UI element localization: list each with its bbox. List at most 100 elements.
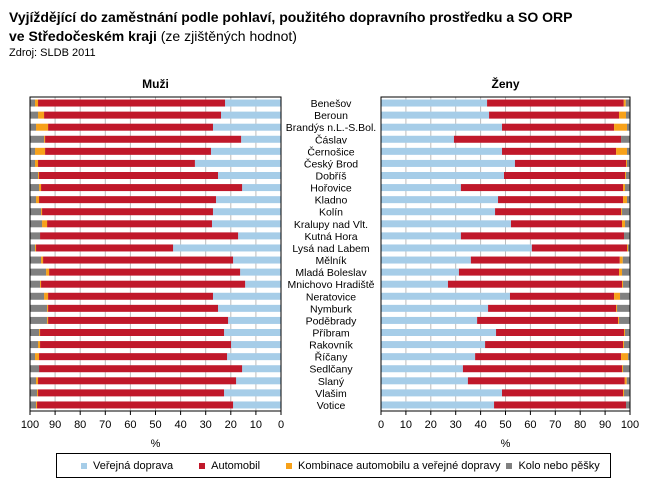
bar-segment [622, 280, 624, 288]
category-label: Černošice [307, 145, 354, 158]
bar-segment [625, 99, 630, 107]
bar-segment [39, 196, 216, 204]
bar-segment [381, 401, 495, 409]
bar-segment [240, 268, 281, 276]
category-label: Vlašim [315, 388, 347, 400]
x-tick-label: 30 [450, 419, 462, 431]
bar-segment [624, 389, 630, 397]
bar-segment [627, 147, 630, 155]
x-axis-label: % [151, 438, 161, 450]
bar-segment [30, 365, 40, 373]
bar-segment [228, 316, 281, 324]
bar-segment [622, 256, 630, 264]
bar-segment [30, 196, 37, 204]
bar-segment [35, 159, 39, 167]
bar-segment [30, 220, 43, 228]
bar-segment [624, 232, 630, 240]
bar-segment [625, 184, 630, 192]
bar-segment [381, 329, 497, 336]
bar-segment [45, 147, 211, 155]
bar-segment [48, 123, 213, 131]
legend-item-car: Automobil [199, 460, 260, 472]
bar-segment [381, 172, 505, 179]
x-tick-label: 20 [225, 419, 237, 431]
bar-segment [381, 196, 499, 204]
bar-segment [614, 123, 628, 131]
bar-segment [38, 99, 226, 107]
category-label: Beroun [314, 110, 348, 122]
bar-segment [245, 280, 281, 288]
bar-segment [628, 244, 630, 252]
legend-item-bike-walk: Kolo nebo pěšky [506, 460, 600, 472]
bar-segment [621, 353, 629, 361]
bar-segment [41, 280, 246, 288]
bar-segment [623, 280, 630, 288]
bar-segment [489, 111, 620, 119]
bar-segment [39, 172, 218, 179]
category-label: Mělník [316, 255, 348, 267]
bar-segment [217, 172, 281, 179]
x-tick-label: 50 [149, 419, 161, 431]
bar-segment [40, 329, 225, 336]
bar-segment [227, 353, 281, 361]
bar-segment [462, 365, 623, 373]
bar-segment [233, 401, 281, 409]
bar-segment [618, 316, 620, 324]
bar-segment [460, 232, 625, 240]
bar-segment [30, 123, 37, 131]
category-label: Votice [317, 400, 346, 412]
bar-segment [381, 389, 503, 397]
bar-segment [488, 304, 617, 312]
bar-segment [531, 244, 628, 252]
bar-segment [30, 401, 37, 409]
bar-segment [241, 135, 281, 143]
legend: Veřejná doprava Automobil Kombinace auto… [56, 453, 611, 478]
bar-segment [381, 99, 488, 107]
bar-segment [622, 268, 630, 276]
bar-segment [30, 184, 40, 192]
bar-segment [467, 377, 625, 385]
title-line-1: Vyjíždějící do zaměstnání podle pohlaví,… [9, 9, 573, 25]
bar-segment [38, 341, 41, 349]
category-label: Lysá nad Labem [292, 243, 370, 255]
bar-segment [626, 401, 630, 409]
bar-segment [627, 244, 629, 252]
x-tick-label: 70 [99, 419, 111, 431]
category-label: Říčany [315, 351, 348, 364]
bar-segment [210, 147, 281, 155]
category-label: Čáslav [315, 133, 348, 146]
bar-segment [617, 304, 630, 312]
bar-segment [221, 111, 281, 119]
bar-segment [40, 280, 42, 288]
bar-segment [498, 196, 624, 204]
bar-segment [44, 292, 49, 300]
bar-segment [381, 184, 461, 192]
bar-segment [623, 196, 628, 204]
bar-segment [381, 220, 511, 228]
legend-swatch-combination [286, 462, 293, 469]
bar-segment [381, 292, 510, 300]
bar-segment [30, 159, 36, 167]
chart-title: Vyjíždějící do zaměstnání podle pohlaví,… [9, 8, 572, 46]
category-label: Kolín [319, 207, 343, 219]
bar-segment [621, 208, 623, 216]
bar-segment [625, 172, 627, 179]
legend-swatch-bike-walk [506, 462, 513, 469]
bar-segment [48, 304, 218, 312]
bar-segment [36, 401, 38, 409]
bar-segment [43, 256, 234, 264]
bar-segment [233, 256, 281, 264]
x-tick-label: 100 [21, 419, 39, 431]
bar-segment [30, 316, 48, 324]
x-tick-label: 50 [499, 419, 511, 431]
category-label: Kladno [315, 195, 348, 207]
category-label: Sedlčany [309, 364, 353, 376]
title-line-2-light: (ze zjištěných hodnot) [156, 28, 297, 44]
bar-segment [621, 135, 630, 143]
bar-segment [381, 353, 476, 361]
bar-segment [49, 268, 241, 276]
bar-segment [36, 377, 39, 385]
bar-segment [30, 304, 48, 312]
bar-segment [39, 353, 228, 361]
x-tick-label: 70 [549, 419, 561, 431]
